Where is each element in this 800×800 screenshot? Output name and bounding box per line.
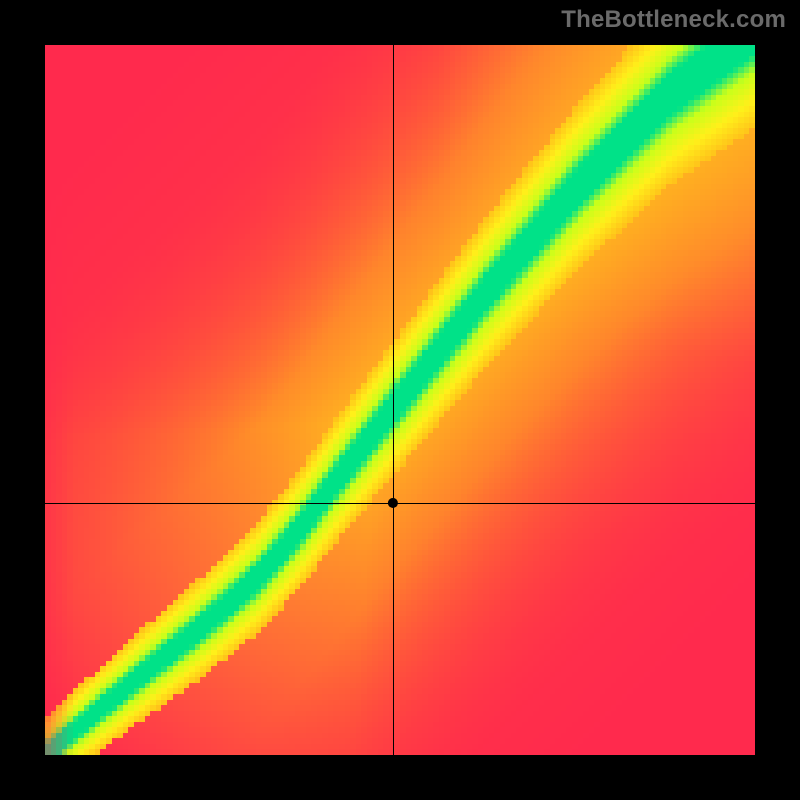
watermark-text: TheBottleneck.com <box>561 6 786 34</box>
bottleneck-heatmap <box>45 45 755 755</box>
